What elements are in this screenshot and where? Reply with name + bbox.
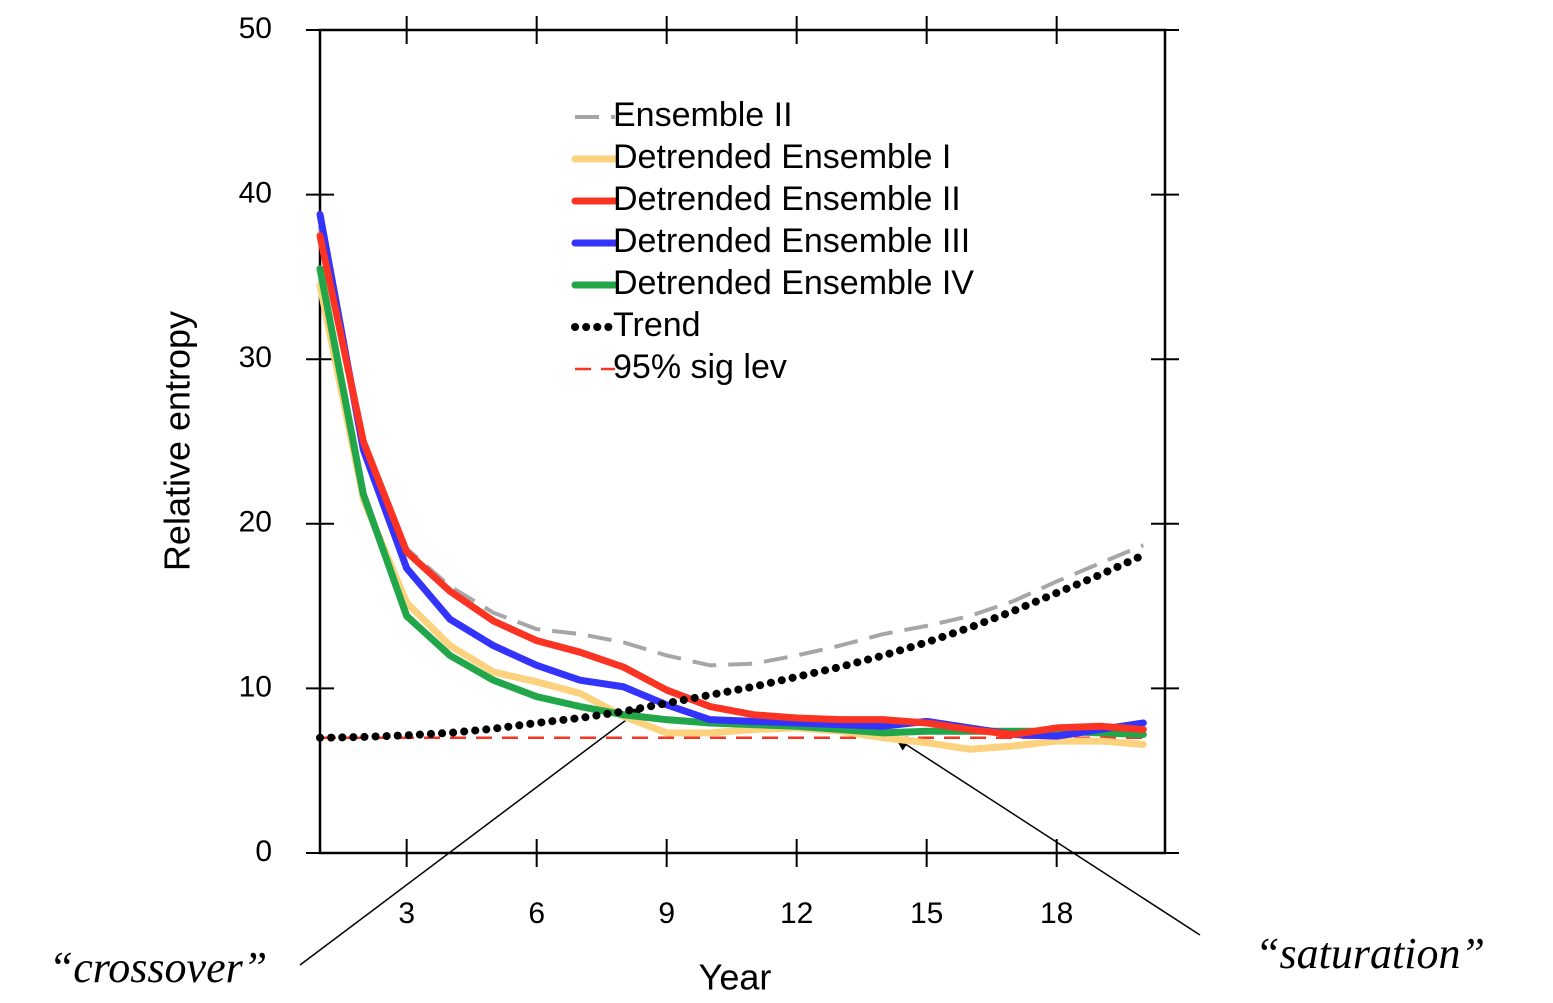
annotation: “crossover” <box>49 943 267 992</box>
y-tick-label: 40 <box>239 177 272 210</box>
x-tick-label: 6 <box>528 897 545 930</box>
annotation-arrow <box>299 707 644 966</box>
legend-label: Ensemble II <box>613 96 793 134</box>
y-tick-label: 50 <box>239 12 272 45</box>
y-tick-label: 0 <box>255 835 272 868</box>
legend-label: Detrended Ensemble IV <box>613 264 974 302</box>
series-line <box>318 227 1145 668</box>
annotation: “saturation” <box>1255 929 1485 978</box>
legend-label: Trend <box>613 306 701 344</box>
series-line <box>316 232 1147 738</box>
legend-label: 95% sig lev <box>613 348 787 386</box>
series-line <box>316 551 1148 742</box>
legend-label: Detrended Ensemble III <box>613 222 970 260</box>
x-tick-label: 9 <box>658 897 675 930</box>
legend-label: Detrended Ensemble II <box>613 180 961 218</box>
y-axis-title: Relative entropy <box>157 311 198 571</box>
x-tick-label: 3 <box>398 897 415 930</box>
series-line <box>316 281 1147 753</box>
x-tick-label: 15 <box>910 897 943 930</box>
x-axis-title: Year <box>699 957 772 998</box>
plot-frame <box>318 28 1167 855</box>
legend-label: Detrended Ensemble I <box>613 138 951 176</box>
y-tick-label: 10 <box>239 670 272 703</box>
y-tick-label: 30 <box>239 341 272 374</box>
x-tick-label: 18 <box>1040 897 1073 930</box>
annotation-arrow <box>894 737 1201 936</box>
y-tick-label: 20 <box>239 506 272 539</box>
x-tick-label: 12 <box>780 897 813 930</box>
